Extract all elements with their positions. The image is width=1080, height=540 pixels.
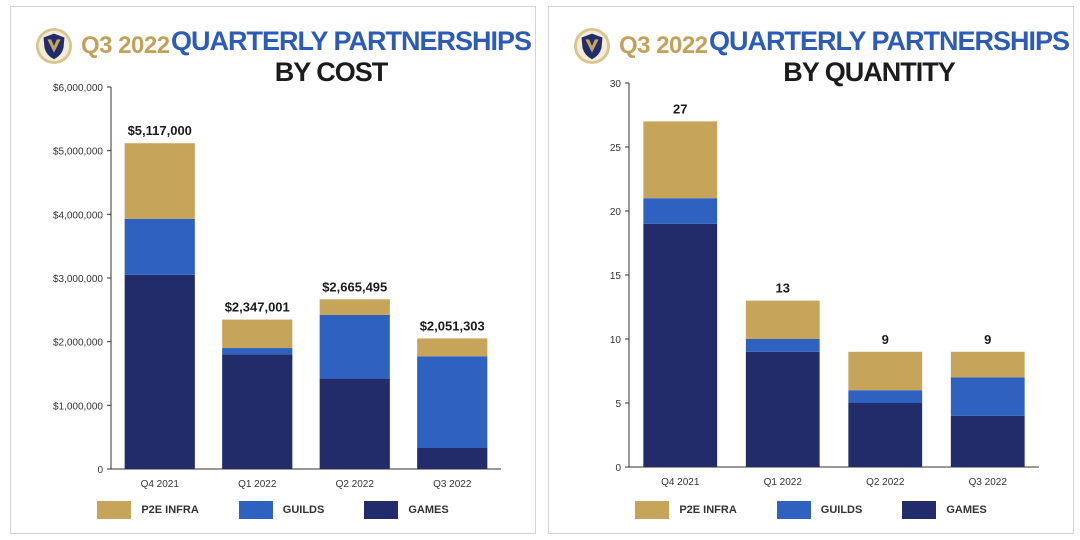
bar-segment-p2e-infra <box>745 300 820 339</box>
bar-segment-games <box>643 223 718 467</box>
bar-segment-p2e-infra <box>124 143 195 219</box>
bar-segment-p2e-infra <box>848 351 923 391</box>
legend-label: P2E INFRA <box>141 504 199 516</box>
x-tick-label: Q2 2022 <box>866 477 905 488</box>
x-tick-label: Q1 2022 <box>238 479 277 490</box>
y-tick-label: $4,000,000 <box>53 210 103 221</box>
bar-segment-guilds <box>643 198 718 224</box>
bar-total-label: 13 <box>776 281 790 296</box>
legend-label: GUILDS <box>820 504 863 516</box>
x-tick-label: Q1 2022 <box>764 477 803 488</box>
bar-segment-guilds <box>848 390 923 403</box>
bar-segment-games <box>319 378 390 469</box>
bar-total-label: 27 <box>673 101 687 116</box>
bar-segment-guilds <box>124 218 195 275</box>
chart-title: QUARTERLY PARTNERSHIPS <box>171 26 532 56</box>
legend-item-guilds: GUILDS <box>776 501 863 519</box>
bar-segment-guilds <box>319 314 390 379</box>
bar-segment-p2e-infra <box>222 319 293 349</box>
legend-label: GUILDS <box>282 504 325 516</box>
y-tick-label: 10 <box>610 335 622 346</box>
bar-segment-games <box>848 403 923 467</box>
chart-subtitle: BY QUANTITY <box>783 57 956 87</box>
bar-segment-games <box>124 274 195 469</box>
y-tick-label: 0 <box>97 465 103 476</box>
bar-total-label: $2,051,303 <box>420 318 485 333</box>
legend-item-games: GAMES <box>902 501 987 519</box>
y-tick-label: 0 <box>615 463 621 474</box>
y-tick-label: 20 <box>610 207 622 218</box>
y-tick-label: 15 <box>610 271 622 282</box>
bar-segment-p2e-infra <box>643 121 718 199</box>
bar-total-label: $2,347,001 <box>225 300 290 315</box>
x-tick-label: Q4 2021 <box>661 477 700 488</box>
bar-segment-games <box>745 351 820 467</box>
legend-label: GAMES <box>946 504 987 516</box>
cost-bar-chart: 0 $1,000,000 $2,000,000 $3,000,000 $4,000,00… <box>53 83 501 490</box>
bar-total-label: 9 <box>882 332 889 347</box>
bar-total-label: 9 <box>984 332 991 347</box>
legend-swatch <box>776 501 811 519</box>
quarter-label: Q3 2022 <box>81 32 170 59</box>
shield-logo-icon <box>573 27 611 65</box>
legend-swatch <box>364 501 399 519</box>
y-tick-label: $1,000,000 <box>53 401 103 412</box>
legend-item-p2e-infra: P2E INFRA <box>97 501 199 519</box>
y-tick-label: 5 <box>615 399 621 410</box>
bar-total-label: $2,665,495 <box>322 279 387 294</box>
bar-segment-p2e-infra <box>417 338 488 357</box>
y-tick-label: 30 <box>610 79 622 90</box>
x-tick-label: Q2 2022 <box>336 479 375 490</box>
bar-segment-games <box>950 415 1025 467</box>
bar-segment-guilds <box>950 377 1025 416</box>
shield-logo-icon <box>35 27 73 65</box>
bar-segment-games <box>417 447 488 469</box>
quantity-bar-chart: 0 5 10 15 20 25 30 27 Q4 2021 13 Q1 2022 9 Q2 2022 9 Q… <box>610 79 1039 488</box>
legend-swatch <box>238 501 273 519</box>
legend-item-p2e-infra: P2E INFRA <box>635 501 737 519</box>
legend-swatch <box>902 501 937 519</box>
bar-segment-p2e-infra <box>950 351 1025 378</box>
cost-chart-panel: Q3 2022 QUARTERLY PARTNERSHIPS BY COST 0… <box>10 6 536 534</box>
legend-swatch <box>97 501 132 519</box>
chart-legend: P2E INFRA GUILDS GAMES <box>11 501 535 519</box>
chart-subtitle: BY COST <box>274 57 389 87</box>
bar-segment-p2e-infra <box>319 299 390 315</box>
legend-label: GAMES <box>408 504 449 516</box>
quantity-chart-panel: Q3 2022 QUARTERLY PARTNERSHIPS BY QUANTI… <box>548 6 1074 534</box>
legend-item-guilds: GUILDS <box>238 501 325 519</box>
x-tick-label: Q4 2021 <box>141 479 180 490</box>
y-tick-label: $5,000,000 <box>53 147 103 158</box>
bar-segment-guilds <box>417 356 488 448</box>
y-tick-label: $6,000,000 <box>53 83 103 94</box>
y-tick-label: 25 <box>610 143 622 154</box>
bar-total-label: $5,117,000 <box>128 123 192 138</box>
bar-segment-guilds <box>222 348 293 355</box>
y-tick-label: $2,000,000 <box>53 338 103 349</box>
chart-title: QUARTERLY PARTNERSHIPS <box>709 26 1070 56</box>
bar-segment-guilds <box>745 339 820 352</box>
y-tick-label: $3,000,000 <box>53 274 103 285</box>
legend-swatch <box>635 501 670 519</box>
x-tick-label: Q3 2022 <box>969 477 1008 488</box>
chart-legend: P2E INFRA GUILDS GAMES <box>549 501 1073 519</box>
x-tick-label: Q3 2022 <box>433 479 472 490</box>
legend-item-games: GAMES <box>364 501 449 519</box>
legend-label: P2E INFRA <box>679 504 737 516</box>
bar-segment-games <box>222 354 293 469</box>
quarter-label: Q3 2022 <box>619 32 708 59</box>
